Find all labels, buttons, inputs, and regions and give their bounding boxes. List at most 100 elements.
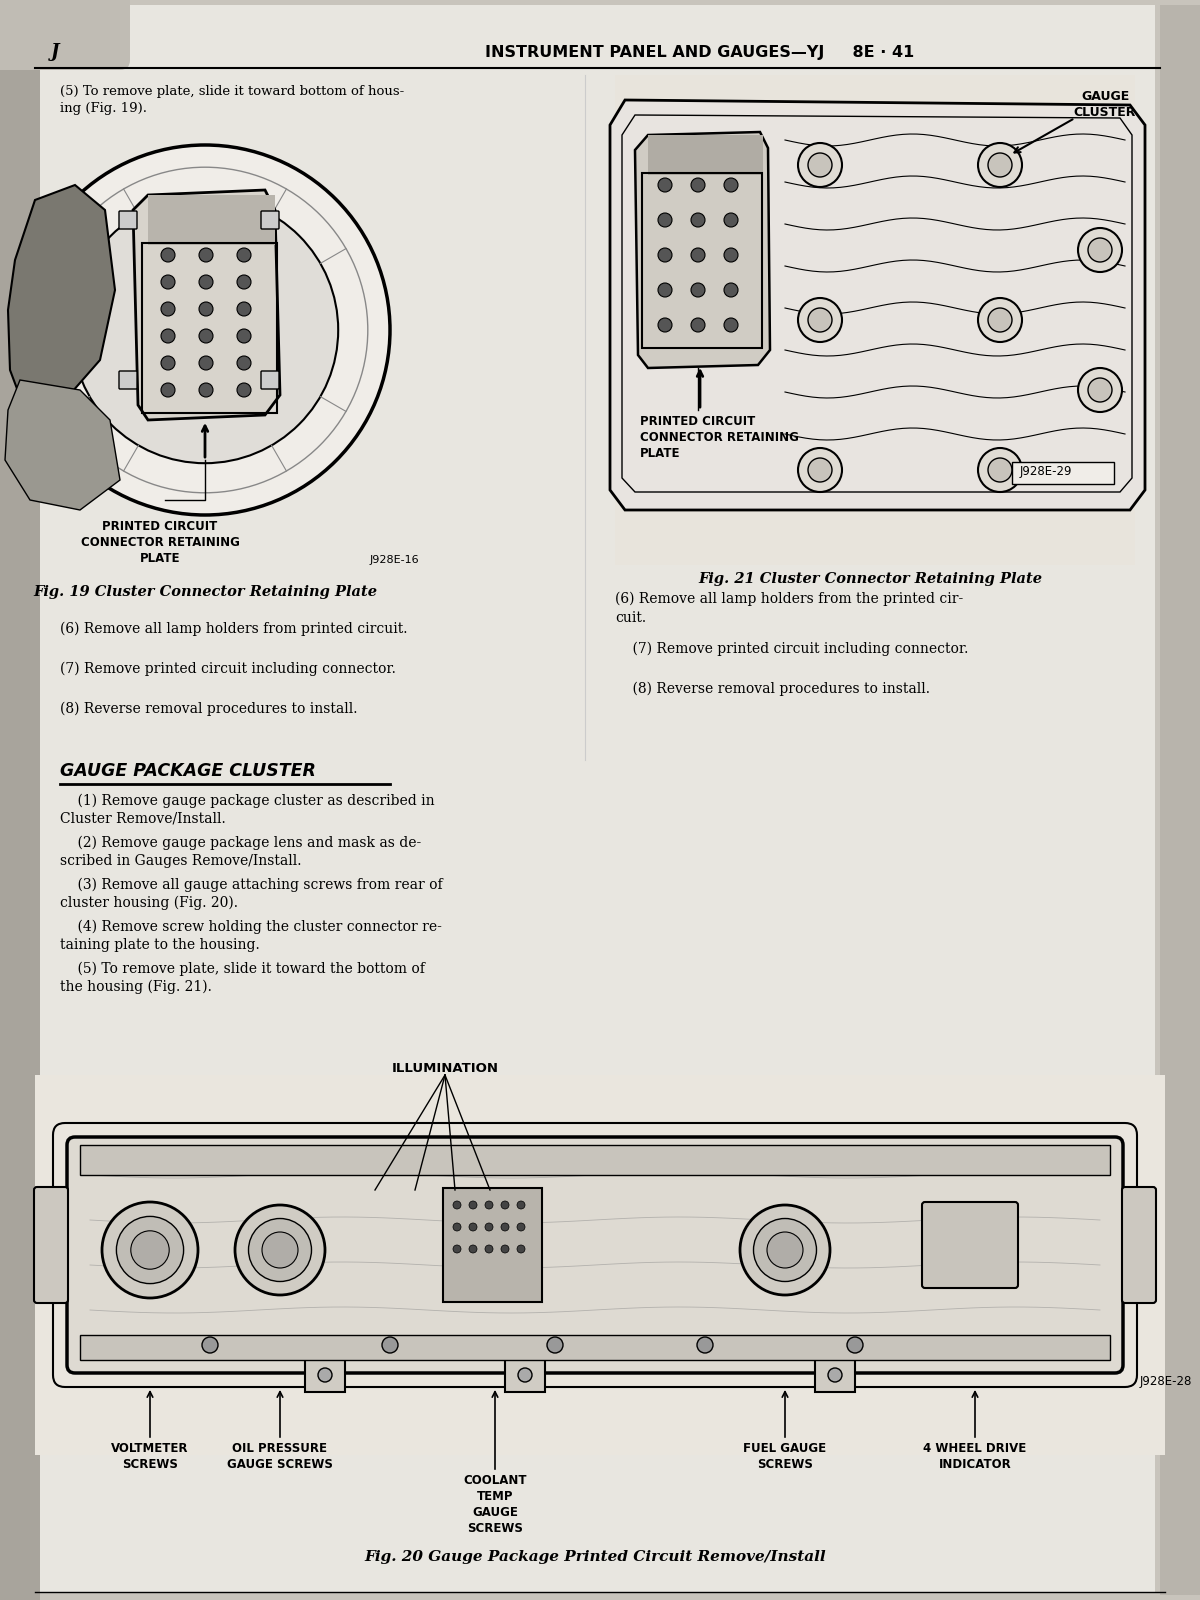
Text: (2) Remove gauge package lens and mask as de-: (2) Remove gauge package lens and mask a… bbox=[60, 835, 421, 850]
Text: (6) Remove all lamp holders from printed circuit.: (6) Remove all lamp holders from printed… bbox=[60, 622, 408, 637]
Circle shape bbox=[691, 178, 706, 192]
Circle shape bbox=[502, 1222, 509, 1230]
Text: ILLUMINATION: ILLUMINATION bbox=[391, 1062, 498, 1075]
Circle shape bbox=[238, 275, 251, 290]
Circle shape bbox=[754, 1219, 816, 1282]
Circle shape bbox=[978, 448, 1022, 493]
Circle shape bbox=[517, 1202, 526, 1210]
Circle shape bbox=[767, 1232, 803, 1267]
Circle shape bbox=[724, 248, 738, 262]
FancyBboxPatch shape bbox=[35, 5, 1154, 1594]
Text: Cluster Remove/Install.: Cluster Remove/Install. bbox=[60, 813, 226, 826]
Circle shape bbox=[469, 1222, 478, 1230]
Circle shape bbox=[199, 330, 214, 342]
Circle shape bbox=[724, 178, 738, 192]
Text: scribed in Gauges Remove/Install.: scribed in Gauges Remove/Install. bbox=[60, 854, 301, 867]
FancyBboxPatch shape bbox=[648, 134, 763, 174]
Polygon shape bbox=[8, 186, 115, 410]
Text: Fig. 19 Cluster Connector Retaining Plate: Fig. 19 Cluster Connector Retaining Plat… bbox=[34, 586, 377, 598]
Circle shape bbox=[199, 248, 214, 262]
FancyBboxPatch shape bbox=[616, 75, 1135, 565]
Circle shape bbox=[502, 1245, 509, 1253]
Circle shape bbox=[454, 1222, 461, 1230]
Text: (4) Remove screw holding the cluster connector re-: (4) Remove screw holding the cluster con… bbox=[60, 920, 442, 934]
Circle shape bbox=[102, 1202, 198, 1298]
Circle shape bbox=[199, 302, 214, 317]
FancyBboxPatch shape bbox=[1160, 5, 1200, 1595]
Text: (6) Remove all lamp holders from the printed cir-
cuit.: (6) Remove all lamp holders from the pri… bbox=[616, 592, 964, 624]
FancyBboxPatch shape bbox=[0, 0, 130, 70]
Text: (8) Reverse removal procedures to install.: (8) Reverse removal procedures to instal… bbox=[616, 682, 930, 696]
Circle shape bbox=[988, 307, 1012, 333]
Circle shape bbox=[798, 142, 842, 187]
FancyBboxPatch shape bbox=[148, 195, 275, 245]
Circle shape bbox=[1088, 378, 1112, 402]
Text: (8) Reverse removal procedures to install.: (8) Reverse removal procedures to instal… bbox=[60, 702, 358, 717]
FancyBboxPatch shape bbox=[922, 1202, 1018, 1288]
Text: Fig. 21 Cluster Connector Retaining Plate: Fig. 21 Cluster Connector Retaining Plat… bbox=[698, 573, 1042, 586]
Circle shape bbox=[116, 1216, 184, 1283]
Text: (1) Remove gauge package cluster as described in: (1) Remove gauge package cluster as desc… bbox=[60, 794, 434, 808]
Circle shape bbox=[469, 1245, 478, 1253]
Text: J928E-28: J928E-28 bbox=[1140, 1374, 1193, 1387]
Polygon shape bbox=[610, 99, 1145, 510]
Circle shape bbox=[454, 1202, 461, 1210]
FancyBboxPatch shape bbox=[305, 1357, 346, 1392]
Circle shape bbox=[161, 357, 175, 370]
Circle shape bbox=[517, 1245, 526, 1253]
Circle shape bbox=[238, 330, 251, 342]
Circle shape bbox=[828, 1368, 842, 1382]
Circle shape bbox=[798, 448, 842, 493]
Text: J: J bbox=[50, 43, 59, 61]
Circle shape bbox=[808, 307, 832, 333]
Polygon shape bbox=[635, 133, 770, 368]
Circle shape bbox=[485, 1202, 493, 1210]
FancyBboxPatch shape bbox=[34, 1187, 68, 1302]
Circle shape bbox=[382, 1338, 398, 1354]
Circle shape bbox=[658, 213, 672, 227]
Circle shape bbox=[691, 283, 706, 298]
FancyBboxPatch shape bbox=[262, 371, 278, 389]
FancyBboxPatch shape bbox=[67, 1138, 1123, 1373]
Circle shape bbox=[238, 302, 251, 317]
FancyBboxPatch shape bbox=[1012, 462, 1114, 483]
Circle shape bbox=[547, 1338, 563, 1354]
Text: FUEL GAUGE
SCREWS: FUEL GAUGE SCREWS bbox=[744, 1442, 827, 1470]
Circle shape bbox=[202, 1338, 218, 1354]
Circle shape bbox=[658, 318, 672, 333]
Circle shape bbox=[161, 302, 175, 317]
Circle shape bbox=[697, 1338, 713, 1354]
FancyBboxPatch shape bbox=[35, 1075, 1165, 1454]
Text: 4 WHEEL DRIVE
INDICATOR: 4 WHEEL DRIVE INDICATOR bbox=[923, 1442, 1027, 1470]
Polygon shape bbox=[5, 379, 120, 510]
FancyBboxPatch shape bbox=[1122, 1187, 1156, 1302]
FancyBboxPatch shape bbox=[505, 1357, 545, 1392]
Text: VOLTMETER
SCREWS: VOLTMETER SCREWS bbox=[112, 1442, 188, 1470]
Circle shape bbox=[199, 275, 214, 290]
Circle shape bbox=[691, 248, 706, 262]
Circle shape bbox=[235, 1205, 325, 1294]
Circle shape bbox=[131, 1230, 169, 1269]
Text: COOLANT
TEMP
GAUGE
SCREWS: COOLANT TEMP GAUGE SCREWS bbox=[463, 1474, 527, 1534]
Text: GAUGE
CLUSTER: GAUGE CLUSTER bbox=[1074, 90, 1136, 118]
FancyBboxPatch shape bbox=[119, 211, 137, 229]
Polygon shape bbox=[133, 190, 280, 419]
Text: Fig. 20 Gauge Package Printed Circuit Remove/Install: Fig. 20 Gauge Package Printed Circuit Re… bbox=[364, 1550, 826, 1565]
Circle shape bbox=[238, 248, 251, 262]
Circle shape bbox=[485, 1222, 493, 1230]
Circle shape bbox=[502, 1202, 509, 1210]
Circle shape bbox=[161, 275, 175, 290]
Circle shape bbox=[988, 458, 1012, 482]
Circle shape bbox=[658, 283, 672, 298]
Circle shape bbox=[847, 1338, 863, 1354]
Text: (3) Remove all gauge attaching screws from rear of: (3) Remove all gauge attaching screws fr… bbox=[60, 878, 443, 893]
FancyBboxPatch shape bbox=[119, 371, 137, 389]
Circle shape bbox=[238, 357, 251, 370]
Circle shape bbox=[72, 197, 338, 464]
Circle shape bbox=[199, 357, 214, 370]
Circle shape bbox=[691, 213, 706, 227]
Circle shape bbox=[1088, 238, 1112, 262]
Circle shape bbox=[161, 248, 175, 262]
Circle shape bbox=[658, 248, 672, 262]
Circle shape bbox=[1078, 227, 1122, 272]
